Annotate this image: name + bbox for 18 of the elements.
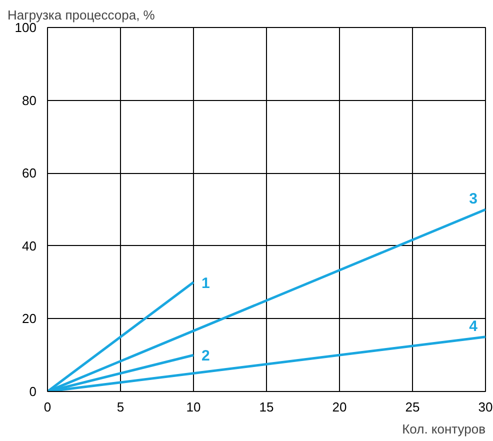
y-tick-label: 0 (29, 384, 37, 399)
y-tick-label: 40 (22, 238, 37, 254)
x-tick-label: 5 (116, 400, 124, 414)
series-label: 4 (469, 318, 478, 335)
x-tick-label: 30 (478, 400, 493, 414)
y-tick-label: 80 (22, 92, 37, 108)
y-tick-label: 20 (22, 311, 37, 326)
x-tick-label: 0 (44, 400, 52, 414)
x-tick-label: 10 (186, 400, 201, 414)
x-tick-label: 20 (332, 400, 347, 414)
y-axis-title: Нагрузка процессора, % (8, 8, 156, 22)
series-label: 1 (202, 274, 210, 292)
y-tick-label: 60 (22, 166, 37, 181)
series-label: 3 (469, 190, 478, 208)
series-label: 2 (202, 348, 210, 365)
x-tick-label: 25 (405, 400, 420, 414)
x-axis-title: Кол. контуров (402, 422, 486, 436)
x-tick-label: 15 (259, 400, 274, 414)
